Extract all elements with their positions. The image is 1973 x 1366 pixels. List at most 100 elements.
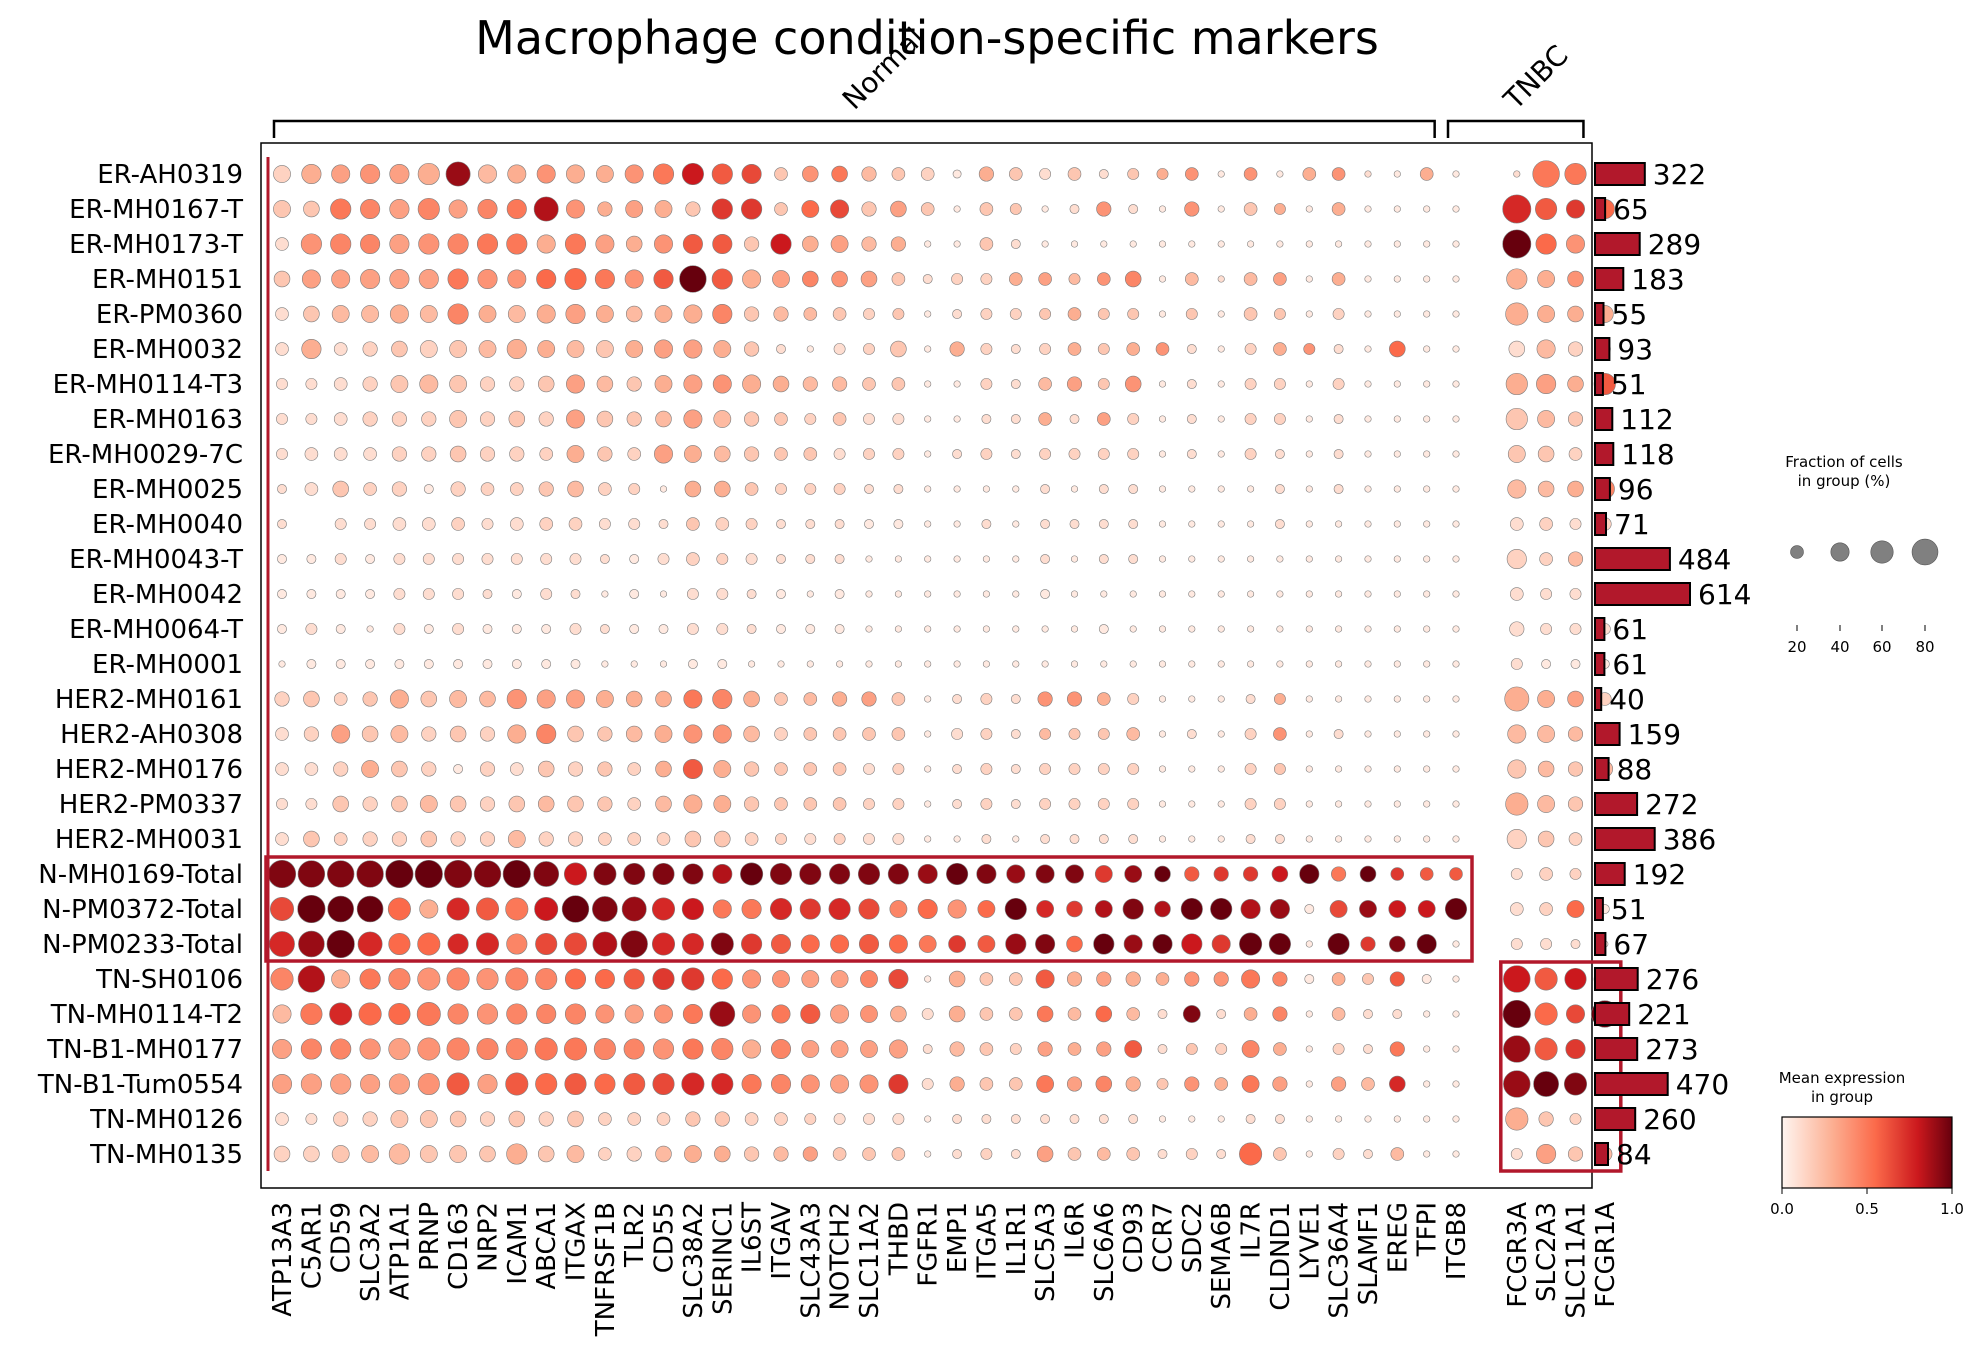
dot xyxy=(1570,939,1581,949)
dot xyxy=(329,1002,353,1026)
dot xyxy=(890,1005,907,1023)
dot xyxy=(267,859,297,889)
dot xyxy=(977,900,996,918)
dot xyxy=(1272,1076,1288,1092)
gene-label: ICAM1 xyxy=(503,1202,533,1285)
dot xyxy=(273,270,291,288)
dot xyxy=(362,796,378,812)
dot xyxy=(452,588,465,600)
dot xyxy=(362,691,378,707)
dot xyxy=(656,832,671,846)
dot xyxy=(626,376,642,392)
dot xyxy=(865,625,873,633)
dot xyxy=(1158,380,1167,388)
dot xyxy=(362,376,378,392)
dot xyxy=(1509,621,1525,637)
dot xyxy=(1567,551,1584,567)
dot xyxy=(832,1147,847,1161)
dot xyxy=(1393,1115,1401,1123)
dot xyxy=(833,343,846,355)
dot xyxy=(746,589,757,599)
dot xyxy=(655,690,672,708)
dot xyxy=(391,831,407,847)
dot xyxy=(1331,1076,1347,1092)
sample-label: ER-MH0032 xyxy=(92,335,243,365)
dot xyxy=(446,1037,470,1061)
gene-label: SLC6A6 xyxy=(1090,1202,1120,1302)
dot xyxy=(597,446,613,462)
gene-label: SLC36A4 xyxy=(1325,1202,1355,1319)
dot xyxy=(953,485,961,493)
dot xyxy=(1275,449,1285,459)
cell-count-bar xyxy=(1594,407,1614,431)
sample-label: TN-MH0135 xyxy=(89,1140,243,1170)
dot xyxy=(804,833,817,845)
dot xyxy=(598,1112,612,1126)
dot xyxy=(362,411,378,427)
dot xyxy=(1364,310,1372,318)
dot xyxy=(1010,729,1021,739)
gene-label: IL7R xyxy=(1237,1202,1267,1259)
cell-count-label: 386 xyxy=(1663,823,1716,856)
color-legend-tick-label: 0.0 xyxy=(1770,1200,1794,1218)
dot xyxy=(565,303,586,325)
dot xyxy=(684,445,702,463)
dot xyxy=(1127,763,1140,775)
dot xyxy=(981,1114,992,1124)
dot xyxy=(1305,1115,1313,1123)
cell-count-bar xyxy=(1594,442,1615,466)
dot xyxy=(741,198,763,220)
dot xyxy=(1423,485,1431,493)
dot xyxy=(1423,765,1431,773)
dot xyxy=(1359,865,1377,883)
dot xyxy=(924,415,932,423)
dot xyxy=(1423,1010,1431,1018)
dot xyxy=(924,485,932,493)
dot xyxy=(1444,897,1468,921)
dot xyxy=(744,411,760,427)
dot xyxy=(541,659,552,669)
dot xyxy=(630,660,638,668)
dot xyxy=(711,968,733,990)
dot xyxy=(1508,340,1526,358)
dot xyxy=(1038,412,1052,426)
dot xyxy=(744,482,759,496)
dot xyxy=(1127,168,1140,180)
dot xyxy=(1066,376,1083,392)
dot xyxy=(744,761,760,777)
dot xyxy=(363,482,377,496)
dot xyxy=(806,660,814,668)
dot xyxy=(390,725,409,743)
dot xyxy=(658,624,669,634)
dot xyxy=(716,623,729,635)
dot xyxy=(1327,932,1350,956)
dot xyxy=(1067,307,1082,321)
size-legend-dot xyxy=(1830,542,1850,562)
dot xyxy=(1568,447,1583,461)
dot xyxy=(858,933,880,955)
dot xyxy=(1247,485,1255,493)
dot xyxy=(655,795,672,813)
dot xyxy=(1156,1078,1169,1090)
dot xyxy=(1537,830,1555,848)
dot xyxy=(389,198,410,220)
dot xyxy=(536,304,556,324)
dot xyxy=(1364,660,1372,668)
dot xyxy=(1532,160,1560,188)
dot xyxy=(1127,693,1140,705)
dot xyxy=(894,555,902,563)
gene-label: SERINC1 xyxy=(708,1202,738,1315)
dot xyxy=(1536,1143,1557,1165)
dot xyxy=(833,483,846,495)
dot xyxy=(507,830,526,848)
dot xyxy=(653,268,674,290)
gene-label: SLC3A2 xyxy=(356,1202,386,1302)
dot xyxy=(1243,866,1259,882)
dot xyxy=(802,270,819,288)
dot xyxy=(1097,1147,1111,1161)
dot xyxy=(624,269,644,289)
dot xyxy=(335,589,346,599)
dot xyxy=(1158,765,1167,773)
dot xyxy=(566,689,585,709)
